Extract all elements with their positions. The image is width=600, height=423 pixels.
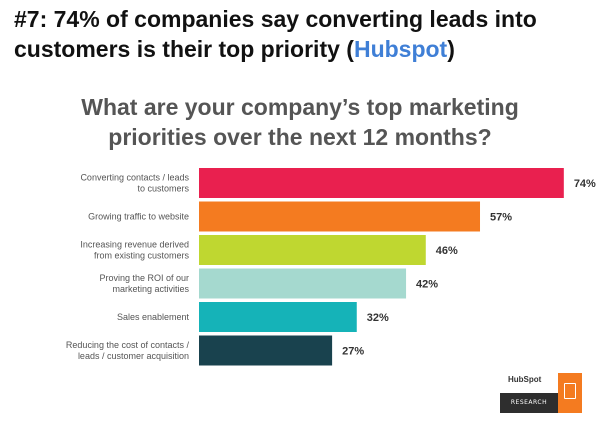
bar-6 [199,335,333,366]
category-label-4: Proving the ROI of our marketing activiti… [99,273,189,294]
category-label-5: Sales enablement [117,312,190,322]
bar-5 [199,302,357,332]
value-label-3: 46% [436,245,458,257]
value-label-1: 74% [574,178,596,190]
headline: #7: 74% of companies say converting lead… [14,4,594,64]
value-label-4: 42% [416,279,438,291]
bar-2 [199,201,481,232]
brand-name: HubSpot [508,375,542,384]
bar-3 [199,235,426,265]
chart-title: What are your company’s top marketing pr… [81,94,519,150]
bar-4 [199,268,407,299]
category-label-6: Reducing the cost of contacts / leads / c… [66,340,190,361]
bar-1 [199,168,564,198]
headline-close: ) [447,36,455,62]
research-label: RESEARCH [500,393,558,413]
brand-badge: HubSpot RESEARCH [500,373,582,415]
source-link[interactable]: Hubspot [353,36,448,62]
headline-text: #7: 74% of companies say converting lead… [14,6,537,62]
category-label-1: Converting contacts / leads to customers [80,173,189,194]
category-label-3: Increasing revenue derived from existing … [80,240,189,261]
value-label-6: 27% [342,346,364,358]
category-label-2: Growing traffic to website [88,212,189,222]
clipboard-pulse-icon [558,373,582,413]
value-label-5: 32% [367,312,389,324]
value-label-2: 57% [490,212,512,224]
